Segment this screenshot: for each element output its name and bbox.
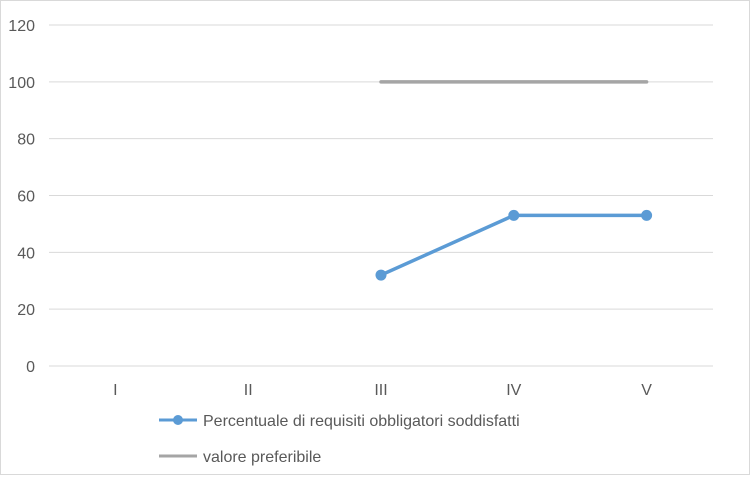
legend: Percentuale di requisiti obbligatori sod… — [159, 413, 520, 466]
x-tick-label: II — [244, 382, 253, 399]
x-tick-label: V — [641, 382, 652, 399]
legend-entry-series-1: Percentuale di requisiti obbligatori sod… — [159, 413, 520, 430]
y-tick-label: 40 — [17, 245, 35, 262]
y-tick-label: 80 — [17, 132, 35, 149]
data-point — [641, 209, 653, 221]
data-point — [375, 269, 387, 281]
x-axis-tick-labels: I II III IV V — [113, 382, 652, 399]
legend-label-series-1: Percentuale di requisiti obbligatori sod… — [203, 413, 520, 430]
data-point — [508, 209, 520, 221]
x-tick-label: I — [113, 382, 117, 399]
series-1 — [375, 209, 653, 281]
gridlines — [49, 24, 713, 367]
y-tick-label: 100 — [8, 75, 35, 92]
x-tick-label: IV — [506, 382, 521, 399]
series-lines — [375, 80, 653, 281]
legend-label-series-2: valore preferibile — [203, 449, 321, 466]
y-tick-label: 60 — [17, 189, 35, 206]
legend-swatch-marker-series-1 — [173, 415, 183, 425]
legend-entry-series-2: valore preferibile — [159, 449, 321, 466]
y-tick-label: 120 — [8, 18, 35, 35]
y-tick-label: 0 — [26, 359, 35, 376]
y-axis-tick-labels: 0 20 40 60 80 100 120 — [8, 18, 35, 376]
x-tick-label: III — [374, 382, 387, 399]
series-line — [379, 213, 649, 277]
y-tick-label: 20 — [17, 302, 35, 319]
